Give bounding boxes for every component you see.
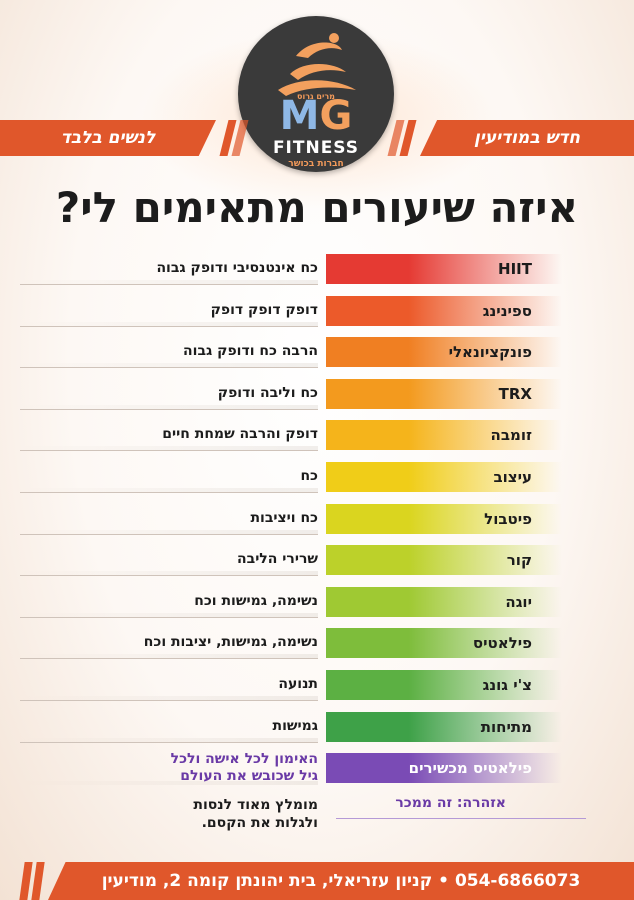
class-name-bar: קור: [326, 545, 562, 576]
class-description: דופק דופק דופק: [20, 296, 318, 327]
brand-logo: מרים גרוס MG FITNESS חברות בכושר: [238, 16, 394, 172]
warning-text: אזהרה: זה ממכר: [395, 795, 506, 811]
class-description: כח: [20, 462, 318, 493]
class-row: זומבה דופק והרבה שמחת חיים: [0, 420, 634, 452]
banner-women-only: לנשים בלבד: [0, 120, 216, 156]
footer-contact: 054-6866073 • קניון עזריאלי, בית יהונתן …: [48, 862, 634, 900]
class-row: ספינינג דופק דופק דופק: [0, 295, 634, 327]
class-name-bar: פילאטיס מכשירים: [326, 753, 562, 784]
note-line-1: מומלץ מאוד לנסות: [193, 797, 318, 813]
class-row: פילאטיס מכשירים האימון לכל אישה ולכל גיל ש…: [0, 751, 634, 786]
runner-swoosh-icon: [278, 33, 356, 96]
page-title: איזה שיעורים מתאימים לי?: [55, 183, 579, 232]
banner-new-in-modiin: חדש במודיעין: [420, 120, 634, 156]
logo-mg: MG: [238, 96, 394, 136]
class-name-bar: TRX: [326, 378, 562, 409]
logo-g: G: [319, 93, 353, 139]
class-row: עיצוב כח: [0, 462, 634, 493]
footer-stripe: [31, 862, 45, 900]
footer-stripe: [19, 862, 33, 900]
class-name-bar: פיטבול: [326, 503, 562, 534]
class-name-bar: זומבה: [326, 420, 562, 451]
class-row: HIIT כח אינטנסיבי ודופק גבוה: [0, 254, 634, 285]
class-name-bar: HIIT: [326, 254, 562, 284]
class-description: דופק והרבה שמחת חיים: [20, 420, 318, 452]
class-name-bar: עיצוב: [326, 462, 562, 492]
class-description: כח וליבה ודופק: [20, 379, 318, 410]
class-name-bar: ספינינג: [326, 295, 562, 326]
class-row: צ'י גונג תנועה: [0, 670, 634, 701]
recommendation-note: מומלץ מאוד לנסות ולגלות את הקסם.: [150, 796, 318, 832]
class-row: פונקציונאלי הרבה כח ודופק גבוה: [0, 337, 634, 369]
class-name-bar: פונקציונאלי: [326, 337, 562, 368]
class-description: תנועה: [20, 670, 318, 701]
class-row: מתיחות גמישות: [0, 711, 634, 743]
logo-fitness: FITNESS: [272, 138, 360, 158]
class-row: פיטבול כח ויציבות: [0, 503, 634, 535]
class-name-bar: פילאטיס: [326, 628, 562, 659]
class-description: נשימה, גמישות וכח: [20, 587, 318, 618]
class-row: פילאטיס נשימה, גמישות, יציבות וכח: [0, 628, 634, 660]
class-description: כח ויציבות: [20, 504, 318, 535]
class-name-bar: יוגה: [326, 586, 562, 617]
note-line-2: ולגלות את הקסם.: [201, 815, 318, 831]
warning-underline: [336, 818, 586, 819]
class-name-bar: צ'י גונג: [326, 670, 562, 700]
class-description: שרירי הליבה: [20, 545, 318, 577]
class-description-line-2: גיל שכובש את העולם: [180, 768, 318, 785]
logo-tag-top: מרים גרוס: [297, 92, 335, 101]
class-description-line-1: האימון לכל אישה ולכל: [170, 751, 318, 768]
class-description: כח אינטנסיבי ודופק גבוה: [20, 254, 318, 285]
class-name-bar: מתיחות: [326, 711, 562, 742]
class-description: נשימה, גמישות, יציבות וכח: [20, 628, 318, 660]
class-description: האימון לכל אישה ולכל גיל שכובש את העולם: [20, 751, 318, 786]
logo-m: M: [279, 93, 320, 139]
logo-tag-bottom: חברות בכושר: [288, 159, 344, 169]
class-row: TRX כח וליבה ודופק: [0, 378, 634, 410]
class-description: הרבה כח ודופק גבוה: [20, 337, 318, 369]
class-row: יוגה נשימה, גמישות וכח: [0, 586, 634, 618]
class-row: קור שרירי הליבה: [0, 545, 634, 577]
class-description: גמישות: [20, 712, 318, 743]
